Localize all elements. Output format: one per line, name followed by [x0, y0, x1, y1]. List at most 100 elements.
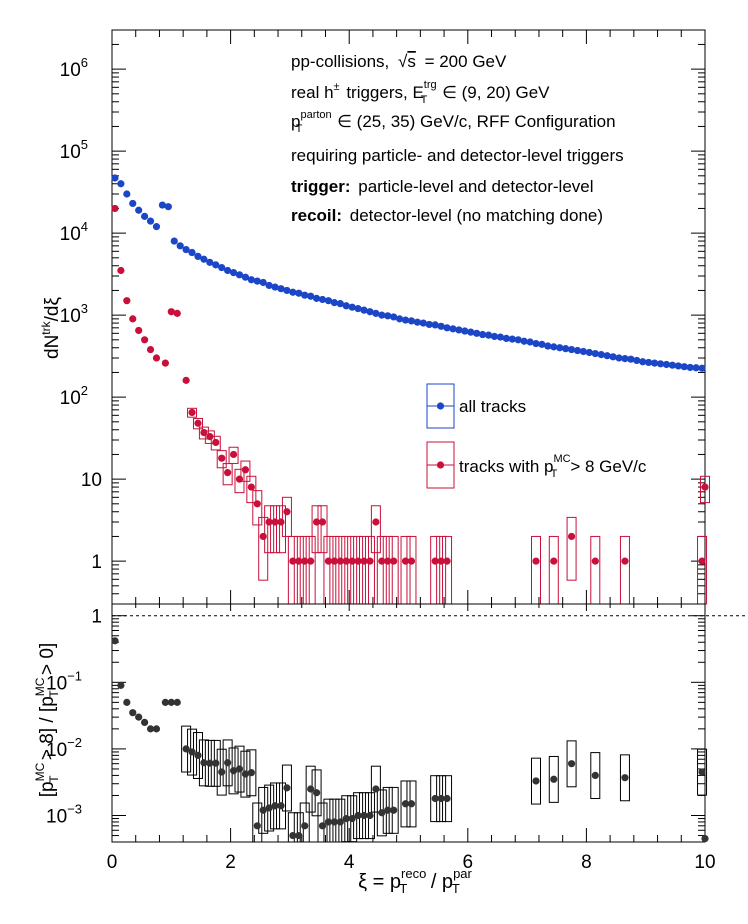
all-tracks-point	[538, 340, 546, 348]
all-tracks-point	[473, 329, 481, 337]
ratio-point	[241, 770, 250, 778]
hard-tracks-error-box	[382, 535, 393, 605]
all-tracks-point	[384, 312, 392, 320]
all-tracks-point	[413, 318, 421, 326]
ratio-point	[701, 834, 709, 843]
hard-tracks-error-box	[252, 490, 263, 526]
legend-label-hard-tracks: tracks with pMC T > 8 GeV/c	[459, 453, 647, 480]
all-tracks-point	[656, 360, 665, 368]
ratio-error-box	[311, 769, 322, 817]
hard-tracks-point	[372, 518, 380, 526]
all-tracks-point	[348, 303, 356, 311]
hard-tracks-point	[301, 557, 309, 565]
hard-tracks-point	[194, 419, 202, 427]
ratio-point	[188, 748, 196, 756]
hard-tracks-error-box	[287, 535, 298, 605]
ratio-point	[698, 768, 706, 776]
hard-tracks-error-box	[530, 535, 541, 605]
hard-tracks-point	[188, 408, 196, 417]
ratio-point	[129, 709, 137, 717]
all-tracks-point	[229, 269, 238, 277]
ratio-point	[401, 800, 410, 808]
hard-tracks-point	[129, 315, 137, 323]
hard-tracks-point	[161, 359, 169, 367]
hard-tracks-point	[283, 508, 291, 516]
all-tracks-point	[627, 355, 635, 363]
annotation-line-5: trigger: particle-level and detector-lev…	[291, 177, 594, 196]
ratio-point	[271, 802, 279, 810]
bottom-y-tick-label: 10−3	[46, 802, 82, 828]
hard-tracks-point	[206, 433, 214, 441]
all-tracks-point	[253, 277, 261, 285]
hard-tracks-point	[342, 557, 350, 565]
hard-tracks-point	[443, 557, 451, 565]
all-tracks-point	[218, 263, 226, 272]
all-tracks-point	[686, 363, 694, 372]
ratio-point	[407, 800, 416, 808]
ratio-point	[161, 698, 169, 706]
ratio-point	[330, 818, 338, 826]
all-tracks-point	[342, 302, 350, 310]
ratio-point	[360, 811, 368, 820]
all-tracks-point	[639, 358, 647, 366]
hard-tracks-error-box	[400, 535, 411, 605]
ratio-error-box	[299, 802, 310, 843]
hard-tracks-point	[111, 204, 119, 213]
all-tracks-point	[158, 201, 167, 209]
ratio-point	[324, 818, 333, 826]
x-tick-label: 0	[107, 852, 118, 873]
annotation-line-2: real h± triggers, Etrg T ∈ (9, 20) GeV	[291, 75, 550, 107]
ratio-point	[212, 759, 220, 767]
ratio-error-box	[305, 765, 316, 813]
all-tracks-point	[135, 206, 143, 214]
hard-tracks-point	[307, 557, 315, 565]
hard-tracks-point	[289, 557, 297, 565]
hard-tracks-point	[265, 518, 273, 526]
hard-tracks-point	[348, 557, 356, 565]
hard-tracks-error-box	[240, 460, 251, 482]
hard-tracks-point	[253, 500, 261, 508]
hard-tracks-error-box	[406, 535, 417, 605]
hard-tracks-point	[259, 532, 267, 541]
x-tick-label: 10	[694, 852, 715, 873]
all-tracks-point	[129, 199, 137, 208]
hard-tracks-point	[224, 469, 232, 477]
ratio-error-box	[619, 754, 630, 802]
ratio-point	[182, 745, 190, 753]
all-tracks-point	[662, 360, 671, 369]
all-tracks-point	[170, 237, 178, 245]
hard-tracks-point	[431, 557, 439, 565]
ratio-point	[123, 698, 131, 706]
hard-tracks-error-box	[270, 505, 281, 554]
all-tracks-point	[437, 322, 445, 330]
hard-tracks-point	[390, 557, 398, 565]
all-tracks-point	[532, 339, 540, 348]
all-tracks-point	[698, 364, 706, 372]
hard-tracks-error-box	[700, 475, 710, 504]
ratio-point	[532, 777, 540, 785]
x-tick-label: 6	[463, 852, 474, 873]
all-tracks-point	[312, 294, 321, 302]
ratio-point	[372, 785, 380, 793]
all-tracks-point	[330, 299, 338, 307]
all-tracks-point	[372, 309, 380, 317]
all-tracks-point	[591, 349, 599, 358]
bottom-plot-area	[111, 603, 706, 843]
all-tracks-point	[336, 300, 344, 308]
all-tracks-point	[283, 286, 291, 295]
hard-tracks-error-box	[317, 505, 328, 554]
all-tracks-point	[259, 278, 267, 287]
hard-tracks-point	[532, 557, 540, 565]
hard-tracks-point	[354, 557, 362, 565]
all-tracks-point	[146, 217, 155, 225]
all-tracks-point	[111, 174, 119, 182]
all-tracks-point	[621, 354, 629, 363]
all-tracks-point	[289, 288, 297, 296]
all-tracks-point	[301, 291, 309, 299]
hard-tracks-point	[698, 557, 706, 565]
ratio-point	[591, 771, 599, 780]
all-tracks-point	[680, 363, 688, 371]
all-tracks-point	[479, 330, 487, 339]
all-tracks-point	[188, 248, 196, 257]
annotation-line-1: pp-collisions, √s = 200 GeV	[291, 52, 507, 71]
